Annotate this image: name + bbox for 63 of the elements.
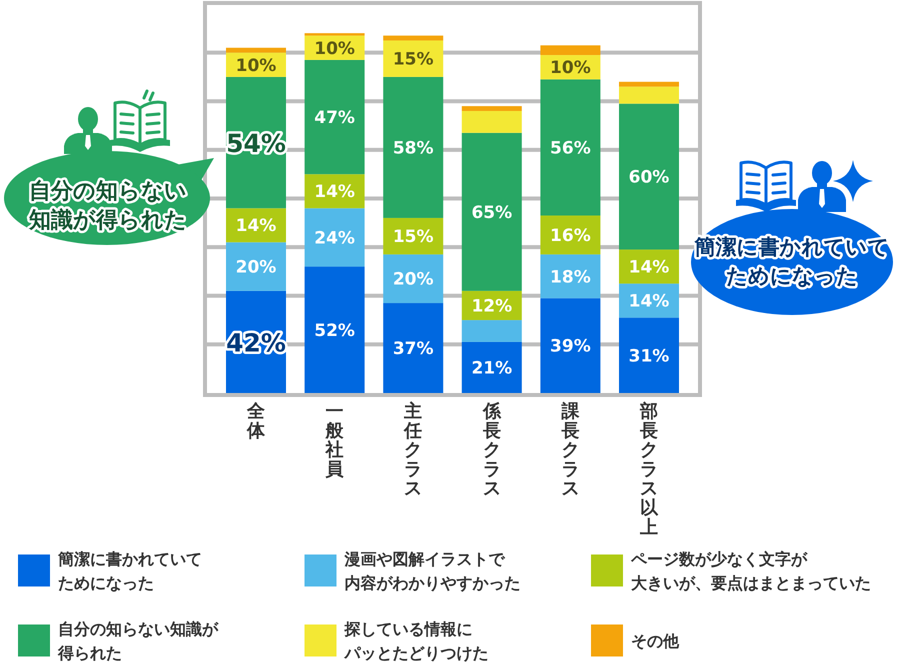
legend-label: 探している情報にパッとたどりつけた [344,620,488,662]
bar [383,303,444,393]
bar [226,48,286,53]
bar [540,298,600,393]
bar [462,132,522,291]
bar [304,60,365,174]
data-label: 60% [628,168,670,188]
x-tick-label: 全体 [247,401,265,442]
bar [619,104,679,250]
data-label: 20% [236,258,276,278]
annotation: 簡潔に書かれていてためになった [694,235,890,288]
text: 自分の知らない知識が得られた [28,179,187,233]
bar [540,45,600,56]
bar [383,76,444,218]
data-label: 56% [550,138,591,158]
legend-label: 漫画や図解イラストで内容がわかりやすかった [344,550,520,592]
data-label: 39% [550,336,591,357]
data-label: 10% [236,56,276,76]
x-tick-label: 主任クラス [404,401,422,500]
data-label: 16% [550,226,591,246]
x-tick-label: 部長クラス以上 [640,401,658,538]
bar [619,318,679,393]
data-label: 18% [550,267,591,288]
x-tick-label: 係長クラス [482,401,501,500]
data-label: 52% [314,320,355,341]
bar [619,82,679,87]
data-label: 15% [392,50,434,70]
data-label: 14% [628,292,670,312]
bar [462,106,522,111]
legend-label: 簡潔に書かれていてためになった [57,550,202,592]
data-label: 31% [628,346,670,366]
data-label: 12% [471,296,512,316]
bar [462,320,522,342]
bar [462,342,522,393]
bar [304,266,365,393]
legend-label: 自分の知らない知識が得られた [57,620,219,662]
data-label: 47% [314,108,355,128]
data-label: 58% [392,138,434,158]
data-label: 21% [471,358,512,378]
bar [304,208,365,267]
x-tick-label: 課長クラス [561,401,580,500]
bar [304,33,365,36]
data-label: 54% [226,129,286,158]
bar [383,36,444,40]
data-label: 10% [314,38,355,59]
data-label: 37% [392,339,434,360]
bar [619,86,679,104]
x-tick-label: 一般社員 [326,401,344,480]
data-label: 24% [314,228,355,248]
data-label: 14% [628,258,670,278]
bar [226,242,286,291]
data-label: 14% [236,216,276,236]
data-label: 10% [550,58,591,78]
bar [383,254,444,304]
bar [540,79,600,216]
data-label: 14% [314,182,355,202]
legend-label: その他 [631,632,680,650]
data-label: 42% [226,328,286,358]
data-label: 20% [392,270,434,290]
legend-label: ページ数が少なく文字が大きいが、要点はまとまっていた [630,550,871,592]
data-label: 65% [471,202,512,223]
bar [462,110,522,133]
data-label: 15% [392,227,434,248]
